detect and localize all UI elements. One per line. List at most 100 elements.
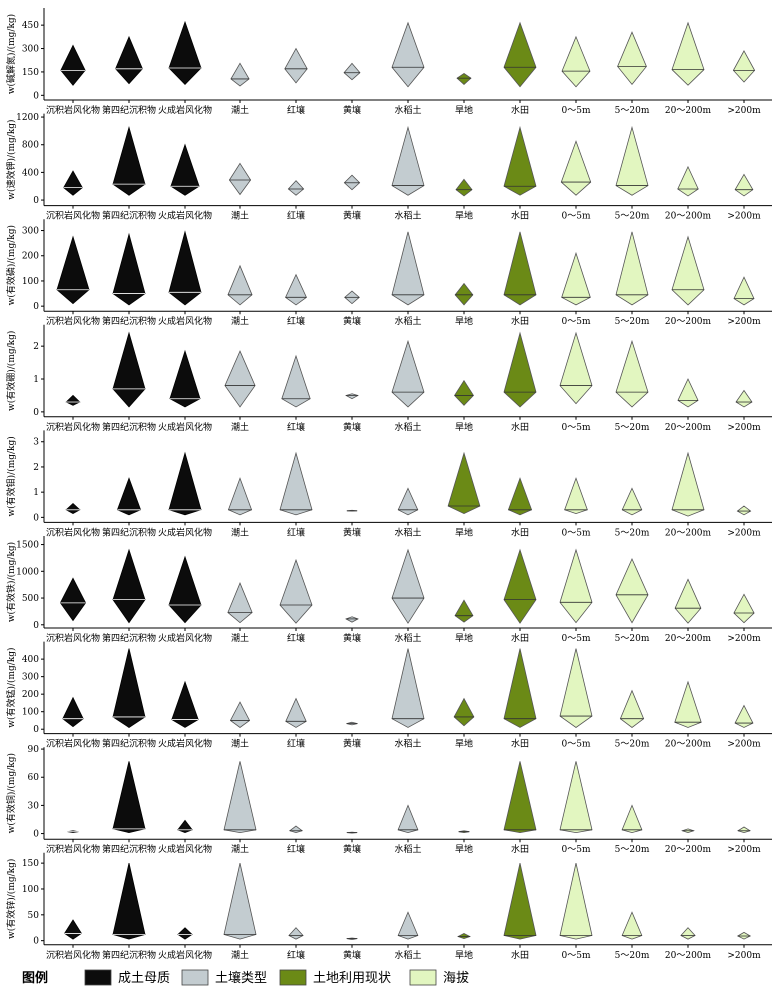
legend-title: 图例 [22,970,48,986]
violin [503,863,537,940]
y-tick-label: 2 [33,463,39,473]
violin [615,125,649,196]
panel-7: 0 30 60 90 w(有效铜)/(mg/kg) 沉积岩风化物 第四纪沉积物 火成岩风化物 潮… [5,745,772,855]
violin [345,616,359,623]
x-tick-label: 20～200m [665,845,712,855]
violin [229,701,251,728]
violin [619,689,645,728]
y-tick-label: 2 [33,342,39,352]
violin [116,477,142,516]
y-tick-label: 0 [33,830,39,840]
violin [559,863,593,940]
x-tick-label: 0～5m [562,212,591,222]
violin [115,35,143,85]
violin [559,548,593,624]
x-tick-label: 黄壤 [343,104,361,116]
violin [564,477,588,514]
x-tick-label: 5～20m [615,845,650,855]
x-tick-label: 20～200m [665,528,712,538]
violin [391,548,425,624]
y-tick-label: 150 [22,859,39,869]
violin [615,231,649,306]
y-tick-label: 0 [33,302,39,312]
violin [168,230,202,306]
y-tick-label: 400 [22,168,39,178]
violin [168,555,202,624]
violin [453,697,475,727]
violin [454,379,474,406]
y-tick-label: 300 [22,227,39,237]
y-tick-label: 50 [28,911,40,921]
y-tick-label: 400 [22,655,39,665]
violin [559,761,593,834]
violin [671,451,705,517]
legend: 图例 成土母质 土壤类型 土地利用现状 海拔 [22,969,469,986]
legend-label-altitude: 海拔 [443,971,469,986]
x-tick-label: >200m [727,106,761,116]
legend-swatch-land-use [279,969,307,986]
x-tick-label: >200m [727,740,761,750]
x-tick-label: 第四纪沉积物 [102,210,156,222]
y-tick-label: 1000 [16,567,39,577]
violin [56,235,90,305]
x-tick-label: 20～200m [665,423,712,433]
x-tick-label: 红壤 [287,843,305,855]
violin [60,44,86,86]
violin [171,680,199,728]
x-tick-label: 黄壤 [343,949,361,961]
x-tick-label: 0～5m [562,740,591,750]
x-tick-label: 0～5m [562,106,591,116]
violin [561,251,591,306]
x-tick-label: 旱地 [455,315,473,327]
y-axis-label: w(有效锰)/(mg/kg) [5,647,17,727]
violin [503,761,537,834]
x-tick-label: 火成岩风化物 [158,632,212,644]
violin [674,578,702,624]
violin [457,932,471,940]
violin [112,548,146,624]
violin [112,761,146,834]
violin [63,170,83,196]
violin [112,863,146,940]
x-tick-label: 水田 [511,104,529,116]
x-tick-label: 第四纪沉积物 [102,526,156,538]
x-tick-label: >200m [727,951,761,961]
y-tick-label: 0 [33,725,39,735]
x-tick-label: 火成岩风化物 [158,526,212,538]
x-tick-label: 5～20m [615,317,650,327]
x-tick-label: 0～5m [562,423,591,433]
violin [177,819,193,834]
x-tick-label: 水田 [511,210,529,222]
violin [223,863,257,940]
y-tick-label: 0 [33,621,39,631]
x-tick-label: 黄壤 [343,210,361,222]
violin [503,125,537,196]
y-tick-label: 200 [22,252,39,262]
x-tick-label: 水稻土 [394,526,421,538]
x-tick-label: 0～5m [562,634,591,644]
violin [285,697,307,728]
x-tick-label: 沉积岩风化物 [46,421,100,433]
y-tick-label: 1 [33,488,39,498]
x-tick-label: >200m [727,845,761,855]
x-tick-label: 旱地 [455,949,473,961]
violin [279,451,313,516]
violin [65,394,81,406]
panel-8: 0 50 100 150 w(有效锌)/(mg/kg) 沉积岩风化物 第四纪沉积物 火成岩风化… [5,852,772,961]
x-tick-label: 20～200m [665,212,712,222]
x-tick-label: 水稻土 [394,632,421,644]
y-tick-label: 3 [33,438,39,448]
x-tick-label: >200m [727,317,761,327]
violin [671,235,705,306]
x-tick-label: 5～20m [615,423,650,433]
x-tick-label: >200m [727,423,761,433]
violin [227,264,253,306]
violin [503,648,537,728]
x-tick-label: 20～200m [665,740,712,750]
x-tick-label: 沉积岩风化物 [46,632,100,644]
x-tick-label: 潮土 [231,315,249,327]
